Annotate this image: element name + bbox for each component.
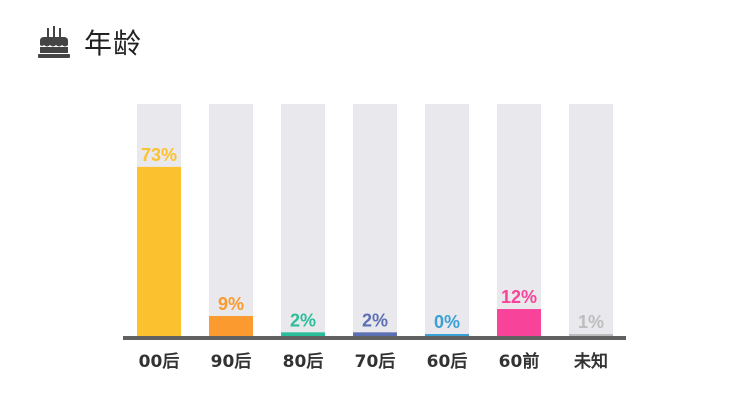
value-label: 1% xyxy=(578,312,604,332)
value-label: 0% xyxy=(434,312,460,332)
x-tick-label: 00后 xyxy=(139,352,180,372)
x-tick-label: 60后 xyxy=(427,352,468,372)
value-label: 9% xyxy=(218,294,244,314)
bar-track xyxy=(353,104,397,337)
x-tick-label: 60前 xyxy=(499,351,540,372)
bar-track xyxy=(281,104,325,337)
chart-title: 年龄 xyxy=(84,27,143,60)
header: 年龄 xyxy=(38,22,142,62)
bar-track xyxy=(569,104,613,337)
bar xyxy=(569,334,613,337)
bar-track xyxy=(497,104,541,337)
value-label: 2% xyxy=(290,310,316,330)
bar xyxy=(497,309,541,337)
birthday-cake-icon xyxy=(38,26,70,58)
bar xyxy=(137,166,181,337)
bar xyxy=(281,332,325,337)
bar xyxy=(353,332,397,337)
x-tick-label: 80后 xyxy=(283,352,324,372)
value-label: 73% xyxy=(141,145,177,165)
bar xyxy=(425,334,469,337)
x-tick-label: 90后 xyxy=(211,352,252,372)
x-tick-label: 未知 xyxy=(573,351,608,372)
bar-track xyxy=(425,104,469,337)
bar xyxy=(209,316,253,337)
x-axis-baseline xyxy=(123,336,626,340)
value-label: 2% xyxy=(362,310,388,330)
value-label: 12% xyxy=(501,287,537,307)
x-tick-label: 70后 xyxy=(355,352,396,372)
bar-track xyxy=(209,104,253,337)
